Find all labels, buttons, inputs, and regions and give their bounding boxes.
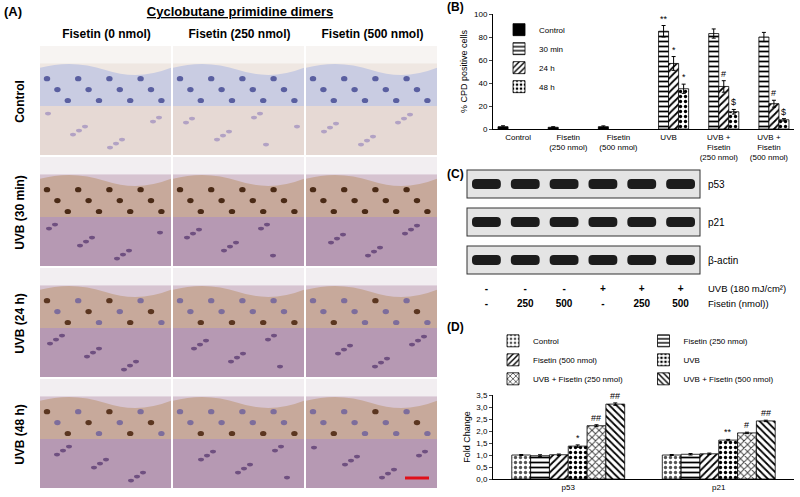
svg-text:UVB + Fisetin (500 nmol): UVB + Fisetin (500 nmol) — [684, 375, 774, 384]
svg-text:30 min: 30 min — [539, 45, 563, 54]
svg-text:100: 100 — [474, 10, 488, 19]
svg-text:0,5: 0,5 — [476, 463, 488, 472]
svg-text:##: ## — [610, 391, 620, 401]
svg-text:Control: Control — [13, 80, 27, 123]
svg-text:Fisetin (nmol)): Fisetin (nmol)) — [708, 298, 769, 309]
svg-text:Fisetin (500 nmol): Fisetin (500 nmol) — [321, 27, 423, 41]
svg-text:-: - — [562, 283, 565, 294]
svg-text:Fisetin (500 nmol): Fisetin (500 nmol) — [533, 356, 597, 365]
svg-text:$: $ — [731, 97, 736, 107]
svg-text:#: # — [721, 69, 726, 79]
svg-text:250: 250 — [517, 298, 534, 309]
svg-text:250: 250 — [633, 298, 650, 309]
svg-text:UVB (24 h): UVB (24 h) — [13, 293, 27, 354]
svg-text:2,0: 2,0 — [476, 427, 488, 436]
svg-text:2,5: 2,5 — [476, 415, 488, 424]
svg-text:40: 40 — [478, 79, 487, 88]
svg-text:p53: p53 — [708, 179, 725, 190]
svg-text:60: 60 — [478, 56, 487, 65]
svg-text:β-actin: β-actin — [708, 255, 738, 266]
svg-text:48 h: 48 h — [539, 83, 555, 92]
svg-text:3,0: 3,0 — [476, 403, 488, 412]
svg-text:**: ** — [724, 427, 732, 437]
svg-text:UVB: UVB — [684, 356, 700, 365]
svg-text:3,5: 3,5 — [476, 391, 488, 400]
svg-text:+: + — [678, 283, 684, 294]
svg-text:Fisetin (0 nmol): Fisetin (0 nmol) — [62, 27, 151, 41]
svg-text:80: 80 — [478, 33, 487, 42]
svg-text:Control: Control — [539, 26, 565, 35]
svg-text:-: - — [485, 298, 488, 309]
html-text:(B): (B) — [447, 0, 464, 14]
svg-text:UVB (30 min): UVB (30 min) — [13, 175, 27, 250]
svg-text:0: 0 — [483, 125, 488, 134]
svg-text:-: - — [601, 298, 604, 309]
svg-text:p21: p21 — [708, 217, 725, 228]
svg-text:*: * — [672, 45, 676, 55]
svg-text:#: # — [744, 420, 749, 430]
svg-text:##: ## — [591, 413, 601, 423]
svg-text:p53: p53 — [562, 483, 576, 492]
html-text:(D): (D) — [447, 320, 464, 334]
svg-text:UVB + Fisetin (250 nmol): UVB + Fisetin (250 nmol) — [533, 375, 623, 384]
svg-text:#: # — [771, 88, 776, 98]
svg-text:Control: Control — [505, 133, 531, 142]
svg-text:20: 20 — [478, 102, 487, 111]
svg-text:UVB (180 mJ/cm²): UVB (180 mJ/cm²) — [708, 283, 786, 294]
svg-text:1,0: 1,0 — [476, 451, 488, 460]
svg-text:Fisetin (250 nmol): Fisetin (250 nmol) — [684, 337, 748, 346]
svg-text:UVB (48 h): UVB (48 h) — [13, 404, 27, 465]
svg-text:-: - — [485, 283, 488, 294]
svg-text:UVB: UVB — [660, 133, 676, 142]
svg-text:Fisetin (250 nmol): Fisetin (250 nmol) — [188, 27, 290, 41]
svg-text:Control: Control — [533, 337, 559, 346]
svg-text:$: $ — [781, 107, 786, 117]
svg-text:% CPD positive cells: % CPD positive cells — [459, 29, 469, 113]
svg-text:**: ** — [660, 14, 668, 24]
svg-text:500: 500 — [556, 298, 573, 309]
svg-text:-: - — [524, 283, 527, 294]
svg-text:UVB +Fisetin(500 nmol): UVB +Fisetin(500 nmol) — [750, 133, 789, 163]
svg-text:Fisetin(250 nmol): Fisetin(250 nmol) — [549, 133, 588, 152]
svg-text:Cyclobutane primidine dimers: Cyclobutane primidine dimers — [147, 4, 333, 19]
svg-text:p21: p21 — [712, 483, 726, 492]
svg-text:+: + — [639, 283, 645, 294]
svg-text:Fisetin(500 nmol): Fisetin(500 nmol) — [599, 133, 638, 152]
svg-text:*: * — [682, 72, 686, 82]
svg-text:UVB +Fisetin(250 nmol): UVB +Fisetin(250 nmol) — [700, 133, 739, 163]
svg-text:(A): (A) — [4, 4, 22, 19]
svg-text:0,0: 0,0 — [476, 475, 488, 484]
svg-text:1,5: 1,5 — [476, 439, 488, 448]
svg-text:(C): (C) — [447, 167, 464, 181]
svg-text:+: + — [600, 283, 606, 294]
svg-text:500: 500 — [672, 298, 689, 309]
svg-text:*: * — [576, 433, 580, 443]
svg-text:Fold Change: Fold Change — [462, 411, 472, 463]
svg-text:##: ## — [761, 408, 771, 418]
svg-text:24 h: 24 h — [539, 64, 555, 73]
